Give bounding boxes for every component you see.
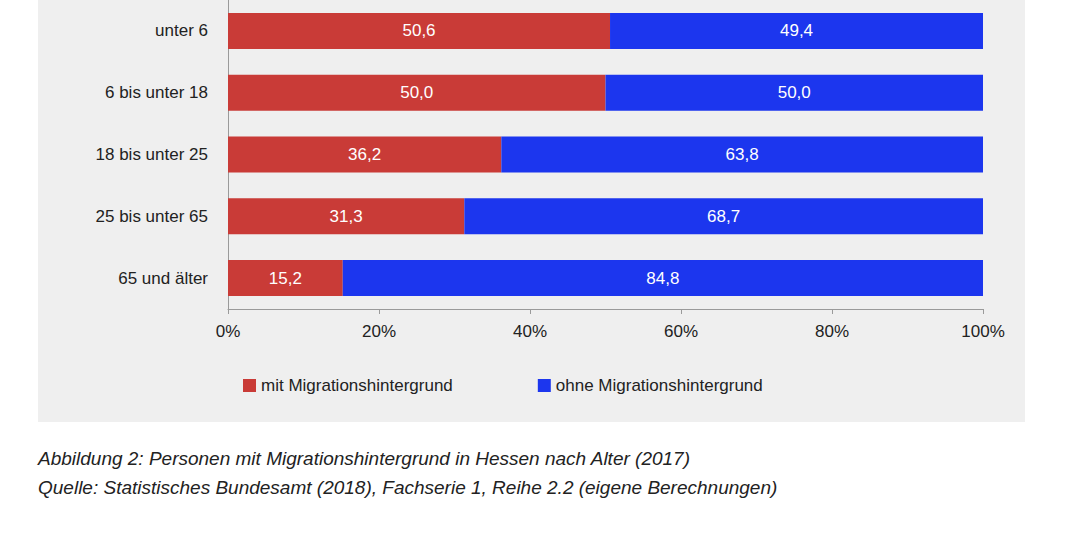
svg-text:68,7: 68,7 xyxy=(707,207,740,226)
svg-text:18 bis unter 25: 18 bis unter 25 xyxy=(96,145,208,164)
html-text:Abbildung 2: Personen mit Migr: Abbildung 2: Personen mit Migrationshint… xyxy=(38,448,690,469)
svg-text:0%: 0% xyxy=(216,322,241,341)
html-text:Quelle: Statistisches Bundesam: Quelle: Statistisches Bundesamt (2018), … xyxy=(38,477,778,498)
svg-text:mit Migrationshintergrund: mit Migrationshintergrund xyxy=(261,376,453,395)
svg-text:36,2: 36,2 xyxy=(348,145,381,164)
svg-text:ohne Migrationshintergrund: ohne Migrationshintergrund xyxy=(556,376,763,395)
svg-text:50,0: 50,0 xyxy=(778,83,811,102)
svg-text:40%: 40% xyxy=(513,322,547,341)
svg-text:6 bis unter 18: 6 bis unter 18 xyxy=(105,83,208,102)
svg-text:20%: 20% xyxy=(362,322,396,341)
svg-text:63,8: 63,8 xyxy=(726,145,759,164)
svg-text:31,3: 31,3 xyxy=(330,207,363,226)
svg-text:100%: 100% xyxy=(961,322,1004,341)
svg-text:50,6: 50,6 xyxy=(402,21,435,40)
svg-text:80%: 80% xyxy=(815,322,849,341)
svg-text:60%: 60% xyxy=(664,322,698,341)
svg-text:49,4: 49,4 xyxy=(780,21,813,40)
svg-text:65 und älter: 65 und älter xyxy=(118,269,208,288)
svg-text:15,2: 15,2 xyxy=(269,269,302,288)
svg-text:50,0: 50,0 xyxy=(400,83,433,102)
svg-text:unter 6: unter 6 xyxy=(155,21,208,40)
svg-text:84,8: 84,8 xyxy=(646,269,679,288)
svg-text:25 bis unter 65: 25 bis unter 65 xyxy=(96,207,208,226)
